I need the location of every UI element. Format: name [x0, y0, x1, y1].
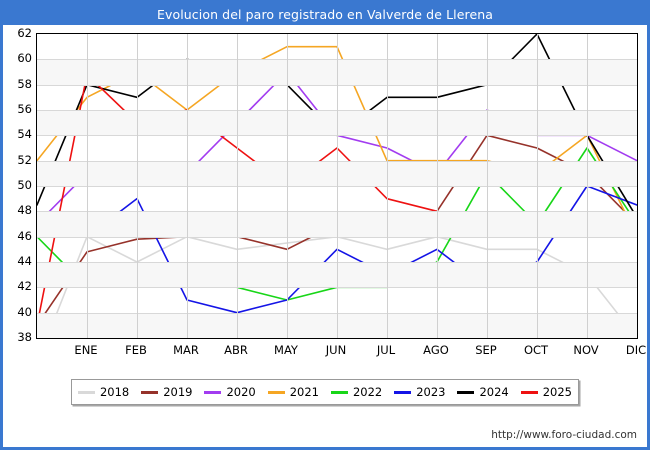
gridline-vertical [137, 34, 138, 338]
y-axis-tick-label: 50 [17, 178, 32, 192]
page-title: Evolucion del paro registrado en Valverd… [156, 6, 494, 22]
chart-area: 38 40 42 44 46 48 50 52 54 56 58 60 62 ENE FEB MAR ABR M… [3, 25, 647, 372]
legend-label: 2021 [289, 385, 320, 399]
x-axis-labels: ENE FEB MAR ABR MAY JUN JUL AGO SEP OCT NOV DIC [36, 341, 646, 363]
legend-swatch-icon [457, 390, 475, 394]
legend-swatch-icon [141, 390, 159, 394]
x-axis-tick-label: FEB [125, 343, 147, 357]
x-axis-tick-label: ENE [74, 343, 98, 357]
legend-swatch-icon [267, 390, 285, 394]
gridline-vertical [387, 34, 388, 338]
y-axis-tick-label: 42 [17, 279, 32, 294]
legend-item-2025[interactable]: 2025 [515, 385, 578, 399]
gridline-vertical [237, 34, 238, 338]
gridline-vertical [487, 34, 488, 338]
gridline-vertical [437, 34, 438, 338]
plot-area [36, 33, 638, 339]
y-axis-tick-label: 52 [17, 152, 32, 167]
legend-item-2023[interactable]: 2023 [388, 385, 451, 399]
y-axis-tick-label: 38 [17, 330, 32, 344]
y-axis-tick-label: 46 [17, 228, 32, 243]
y-axis-tick-label: 60 [17, 51, 32, 66]
legend-item-2022[interactable]: 2022 [325, 385, 388, 399]
legend-swatch-icon [204, 390, 222, 394]
x-axis-tick-label: MAY [274, 343, 298, 357]
x-axis-tick-label: NOV [573, 343, 599, 357]
legend-item-2019[interactable]: 2019 [135, 385, 198, 399]
gridline-vertical [537, 34, 538, 338]
gridline-vertical [287, 34, 288, 338]
y-axis-labels: 38 40 42 44 46 48 50 52 54 56 58 60 62 [3, 26, 36, 344]
legend: 2018 2019 2020 2021 2022 2023 2024 2025 [71, 379, 579, 405]
legend-item-2024[interactable]: 2024 [452, 385, 515, 399]
legend-label: 2018 [99, 385, 130, 399]
y-axis-tick-label: 56 [17, 102, 32, 116]
gridline-vertical [187, 34, 188, 338]
y-axis-tick-label: 44 [17, 254, 32, 268]
legend-label: 2023 [416, 385, 446, 399]
x-axis-tick-label: OCT [523, 343, 549, 357]
x-axis-tick-label: JUN [325, 343, 347, 357]
legend-swatch-icon [77, 390, 95, 394]
legend-item-2021[interactable]: 2021 [262, 385, 325, 399]
legend-label: 2019 [163, 385, 193, 399]
legend-swatch-icon [330, 390, 348, 394]
legend-label: 2025 [542, 385, 573, 399]
y-axis-tick-label: 62 [17, 26, 32, 40]
y-axis-tick-label: 48 [17, 203, 32, 218]
gridline-vertical [87, 34, 88, 338]
x-axis-tick-label: DIC [625, 343, 647, 357]
x-axis-tick-label: ABR [224, 343, 248, 357]
gridline-vertical [587, 34, 588, 338]
legend-item-2018[interactable]: 2018 [72, 385, 135, 399]
x-axis-tick-label: MAR [173, 343, 199, 357]
legend-swatch-icon [520, 390, 538, 394]
legend-label: 2022 [352, 385, 383, 399]
legend-label: 2020 [226, 385, 256, 399]
legend-swatch-icon [394, 390, 412, 394]
y-axis-tick-label: 40 [17, 304, 32, 319]
x-axis-tick-label: AGO [423, 343, 449, 357]
x-axis-tick-label: SEP [475, 343, 497, 357]
x-axis-tick-label: JUL [376, 343, 396, 357]
source-url: http://www.foro-ciudad.com [491, 429, 637, 441]
window-title-bar: Evolucion del paro registrado en Valverd… [3, 3, 647, 25]
legend-item-2020[interactable]: 2020 [199, 385, 262, 399]
gridline-vertical [337, 34, 338, 338]
legend-label: 2024 [479, 385, 509, 399]
y-axis-tick-label: 58 [17, 76, 32, 91]
y-axis-tick-label: 54 [17, 127, 32, 142]
